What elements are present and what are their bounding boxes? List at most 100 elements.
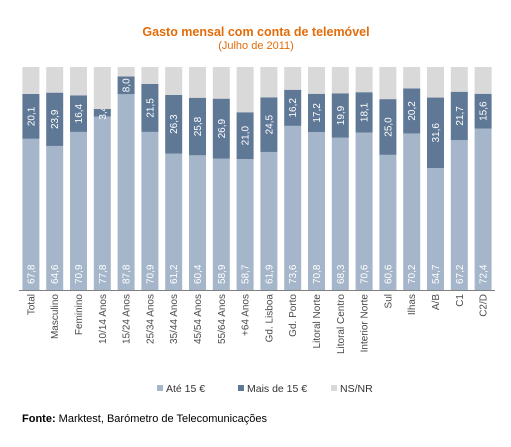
source-note: Fonte: Marktest, Barómetro de Telecomuni… [22, 413, 267, 425]
category-labels: Total Masculino Feminino 10/14 Anos 15/24 An… [26, 294, 489, 354]
data-label: 21,5 [145, 98, 156, 118]
bar-segment [212, 98, 230, 159]
bar-segment [450, 140, 468, 290]
data-label: 23,9 [50, 109, 61, 129]
legend-swatch [331, 385, 337, 391]
bar-segment [474, 67, 492, 94]
bar-segment [355, 92, 373, 133]
data-label: 70,9 [74, 264, 85, 284]
data-label: 18,1 [360, 102, 371, 122]
bar-segment [403, 88, 421, 134]
bar-segment [70, 67, 87, 96]
category-label: 35/44 Anos [169, 294, 180, 344]
bar-segment [236, 67, 254, 113]
bar-segment [70, 95, 87, 132]
data-label: 61,9 [264, 264, 275, 284]
data-label: 25,8 [193, 116, 204, 136]
bar-segment [141, 131, 159, 290]
legend-label: Até 15 € [166, 383, 205, 395]
bar-segment [93, 108, 111, 117]
bar-segment [260, 151, 278, 290]
bar-segment [22, 93, 40, 139]
data-label: 54,7 [431, 264, 442, 284]
bar-segment [284, 89, 302, 126]
data-label: 60,6 [383, 264, 394, 284]
bar-segment [117, 67, 135, 77]
chart-subtitle: (Julho de 2011) [218, 40, 294, 52]
category-label: Litoral Centro [336, 294, 347, 354]
data-label: 70,8 [312, 264, 323, 284]
bar-segment [93, 67, 111, 109]
data-label: 72,4 [479, 264, 490, 284]
data-label: 19,9 [336, 105, 347, 125]
bar-segment [46, 92, 64, 146]
bar-segment [427, 168, 444, 290]
bar-segment [379, 99, 397, 155]
bar-segment [260, 67, 278, 98]
category-label: C1 [455, 294, 466, 307]
bar-segment [427, 97, 444, 169]
bar-segment [308, 93, 325, 133]
data-label: 73,6 [288, 264, 299, 284]
data-label: 70,6 [360, 264, 371, 284]
bar-segment [236, 159, 254, 290]
bar-segment [331, 67, 349, 94]
bar-segment [308, 67, 325, 94]
bar-segment [189, 97, 206, 156]
bar-segment [450, 67, 468, 92]
data-label: 61,2 [169, 264, 180, 284]
bar-segment [165, 153, 183, 290]
bar-segment [212, 67, 230, 99]
legend: Até 15 € Mais de 15 € NS/NR [157, 383, 373, 395]
bar-segment [212, 158, 230, 290]
bar-segment [427, 67, 444, 98]
category-label: Interior Norte [360, 294, 371, 353]
bar-segment [331, 137, 349, 290]
bar-segment [22, 67, 40, 94]
data-label: 21,0 [241, 126, 252, 146]
category-label: Sul [383, 294, 394, 308]
bar-segment [165, 94, 183, 154]
bar-segment [22, 138, 40, 290]
data-label: 60,4 [193, 264, 204, 284]
bar-segment [284, 125, 302, 291]
category-label: 15/24 Anos [122, 294, 133, 344]
category-label: Litoral Norte [312, 294, 323, 349]
bar-segment [70, 131, 87, 290]
data-label: 77,8 [98, 264, 109, 284]
legend-label: Mais de 15 € [247, 383, 307, 395]
legend-swatch [157, 385, 163, 391]
category-label: 25/34 Anos [145, 294, 156, 344]
category-label: 45/54 Anos [193, 294, 204, 344]
category-label: Masculino [50, 294, 61, 339]
data-label: 58,7 [241, 264, 252, 284]
bar-segment [355, 67, 373, 93]
bar-segment [165, 67, 183, 95]
data-label: 70,2 [407, 264, 418, 284]
source-label: Fonte: [22, 413, 56, 425]
data-label: 31,6 [431, 123, 442, 143]
category-label: 10/14 Anos [98, 294, 109, 344]
data-label: 3,4 [98, 105, 109, 119]
data-label: 15,6 [479, 101, 490, 121]
data-label: 16,2 [288, 98, 299, 118]
data-label: 26,9 [217, 118, 228, 138]
bar-segment [93, 116, 111, 290]
bar-segment [189, 67, 206, 98]
bar-segment [117, 76, 135, 95]
data-label: 8,0 [122, 78, 133, 92]
category-label: Total [26, 294, 37, 315]
bar-segment [379, 67, 397, 100]
bar-segment [331, 93, 349, 138]
bar-segment [46, 145, 64, 290]
data-label: 20,2 [407, 101, 418, 121]
category-label: 55/64 Anos [217, 294, 228, 344]
category-label: Feminino [74, 294, 85, 336]
data-label: 26,3 [169, 114, 180, 134]
bar-segment [236, 112, 254, 160]
category-label: A/B [431, 294, 442, 310]
data-label: 68,3 [336, 264, 347, 284]
data-label: 67,8 [26, 264, 37, 284]
bar-segment [379, 154, 397, 290]
